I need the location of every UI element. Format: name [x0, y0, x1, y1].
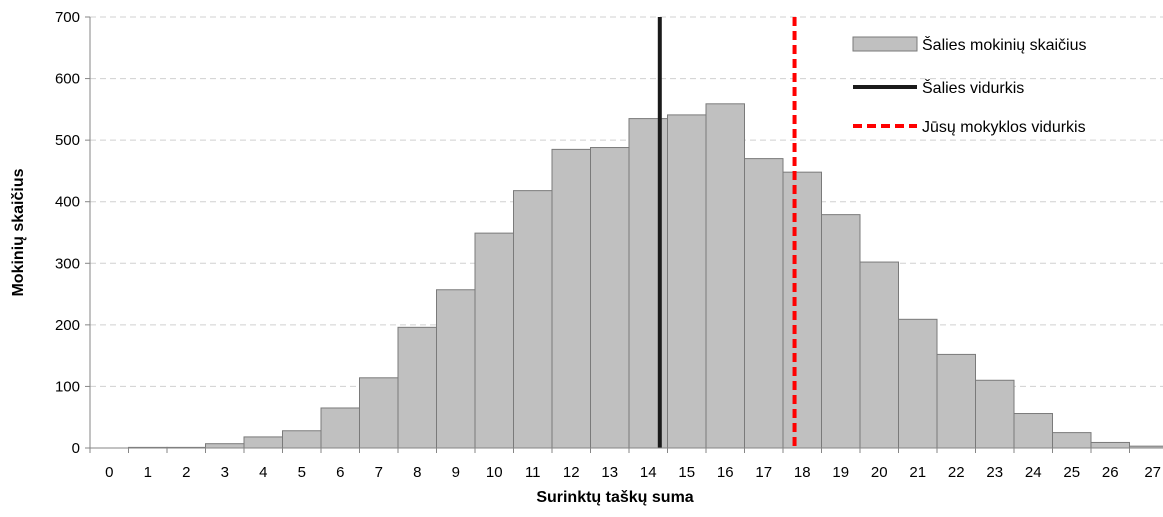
bar-9	[437, 290, 476, 448]
x-tick-label-6: 6	[336, 464, 344, 481]
bar-20	[860, 262, 899, 448]
y-tick-label-500: 500	[55, 132, 80, 149]
y-tick-label-200: 200	[55, 317, 80, 334]
y-tick-label-400: 400	[55, 194, 80, 211]
x-tick-label-7: 7	[375, 464, 383, 481]
x-tick-label-11: 11	[525, 464, 541, 481]
bar-8	[398, 327, 437, 448]
histogram-bars	[129, 104, 1163, 448]
bar-3	[206, 444, 245, 448]
bar-21	[899, 319, 938, 448]
x-tick-label-1: 1	[144, 464, 152, 481]
x-tick-label-18: 18	[794, 464, 811, 481]
y-axis-title: Mokinių skaičius	[10, 168, 27, 296]
bar-24	[1014, 414, 1053, 448]
x-tick-label-19: 19	[832, 464, 849, 481]
bar-18	[783, 172, 822, 448]
bar-23	[976, 380, 1015, 448]
x-tick-label-22: 22	[948, 464, 965, 481]
bar-16	[706, 104, 745, 448]
x-tick-label-12: 12	[563, 464, 580, 481]
bar-10	[475, 233, 514, 448]
x-axis-title: Surinktų taškų suma	[536, 489, 693, 506]
x-tick-label-13: 13	[601, 464, 618, 481]
x-tick-label-10: 10	[486, 464, 503, 481]
x-tick-label-27: 27	[1144, 464, 1161, 481]
x-tick-label-25: 25	[1063, 464, 1080, 481]
bar-12	[552, 149, 591, 448]
x-tick-label-16: 16	[717, 464, 734, 481]
x-tick-label-5: 5	[298, 464, 306, 481]
bar-17	[745, 159, 784, 448]
legend-label-school-mean: Jūsų mokyklos vidurkis	[922, 119, 1086, 136]
bar-15	[668, 115, 707, 448]
x-tick-label-23: 23	[986, 464, 1003, 481]
legend: Šalies mokinių skaičius Šalies vidurkis …	[853, 35, 1087, 136]
x-tick-label-3: 3	[221, 464, 229, 481]
y-tick-label-0: 0	[72, 440, 80, 457]
x-tick-label-2: 2	[182, 464, 190, 481]
x-tick-label-21: 21	[909, 464, 926, 481]
y-tick-label-700: 700	[55, 9, 80, 26]
x-tick-label-20: 20	[871, 464, 888, 481]
bar-11	[514, 191, 553, 448]
legend-label-bars: Šalies mokinių skaičius	[922, 35, 1087, 54]
y-tick-labels: 0 100 200 300 400 500 600 700	[55, 9, 80, 457]
bar-5	[283, 431, 322, 448]
x-tick-label-26: 26	[1102, 464, 1119, 481]
y-tick-label-100: 100	[55, 378, 80, 395]
bar-25	[1053, 433, 1092, 448]
x-tick-label-24: 24	[1025, 464, 1042, 481]
x-tick-label-4: 4	[259, 464, 267, 481]
x-tick-label-17: 17	[755, 464, 772, 481]
bar-13	[591, 148, 630, 448]
x-tick-label-0: 0	[105, 464, 113, 481]
bar-6	[321, 408, 360, 448]
bar-4	[244, 437, 283, 448]
x-tick-label-9: 9	[452, 464, 460, 481]
bar-7	[360, 378, 399, 448]
y-tick-label-300: 300	[55, 255, 80, 272]
x-tick-label-15: 15	[678, 464, 695, 481]
x-tick-label-8: 8	[413, 464, 421, 481]
x-tick-label-14: 14	[640, 464, 657, 481]
bar-19	[822, 215, 861, 448]
bar-26	[1091, 442, 1130, 448]
y-tick-label-600: 600	[55, 71, 80, 88]
legend-label-national-mean: Šalies vidurkis	[922, 78, 1024, 97]
legend-swatch-bars	[853, 37, 917, 51]
bar-22	[937, 354, 976, 448]
